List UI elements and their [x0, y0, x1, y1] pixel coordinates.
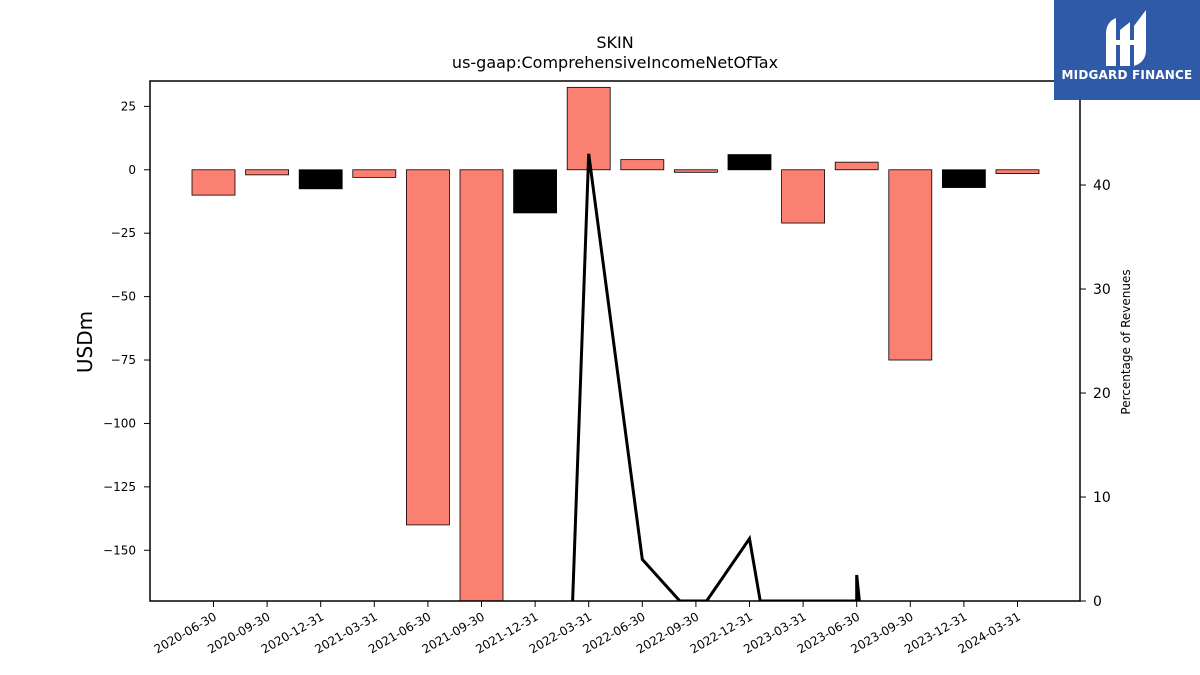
logo-mark-icon	[1106, 10, 1146, 66]
bar-2021-09-30	[459, 169, 504, 601]
y2-tick-label: 40	[1093, 178, 1111, 194]
bar-2020-06-30	[191, 169, 236, 196]
bar-2021-06-30	[405, 169, 450, 526]
y-tick-label: −25	[111, 226, 136, 240]
bar-2020-09-30	[245, 169, 290, 176]
y-tick-label: −100	[103, 416, 136, 430]
bar-2022-09-30	[674, 169, 718, 173]
y2-tick-label: 10	[1093, 490, 1111, 506]
bar-2023-06-30	[834, 161, 879, 171]
y-tick-label: 25	[121, 99, 136, 113]
y-tick-label: −50	[111, 290, 136, 304]
bar-2020-12-31	[298, 169, 343, 190]
chart-title: SKIN	[596, 33, 633, 52]
bar-2023-03-31	[781, 169, 825, 224]
bar-2023-09-30	[888, 169, 933, 361]
y2-tick-label: 20	[1093, 386, 1111, 402]
bar-2021-12-31	[513, 169, 557, 214]
midgard-finance-logo: MIDGARD FINANCE	[1054, 0, 1200, 100]
bars	[191, 86, 1040, 601]
bar-2023-12-31	[942, 169, 986, 188]
percentage-line	[571, 153, 861, 601]
y-tick-label: −75	[111, 353, 136, 367]
bar-2024-03-31	[995, 169, 1040, 174]
bar-2022-12-31	[727, 154, 772, 171]
y-tick-label: −150	[103, 543, 136, 557]
labels: SKIN us-gaap:ComprehensiveIncomeNetOfTax…	[73, 33, 1133, 415]
y-tick-label: 0	[128, 163, 136, 177]
y2-tick-label: 0	[1093, 594, 1102, 610]
chart-subtitle: us-gaap:ComprehensiveIncomeNetOfTax	[452, 53, 778, 72]
y2-axis-label: Percentage of Revenues	[1119, 269, 1133, 414]
percentage-of-revenues-line	[571, 153, 861, 601]
logo-text: MIDGARD FINANCE	[1061, 68, 1193, 82]
bar-2021-03-31	[352, 169, 397, 178]
y-axis-label: USDm	[73, 311, 97, 373]
plot-frame	[149, 80, 1081, 602]
bar-2022-06-30	[620, 159, 665, 171]
y-tick-label: −125	[103, 480, 136, 494]
y2-tick-label: 30	[1093, 282, 1111, 298]
